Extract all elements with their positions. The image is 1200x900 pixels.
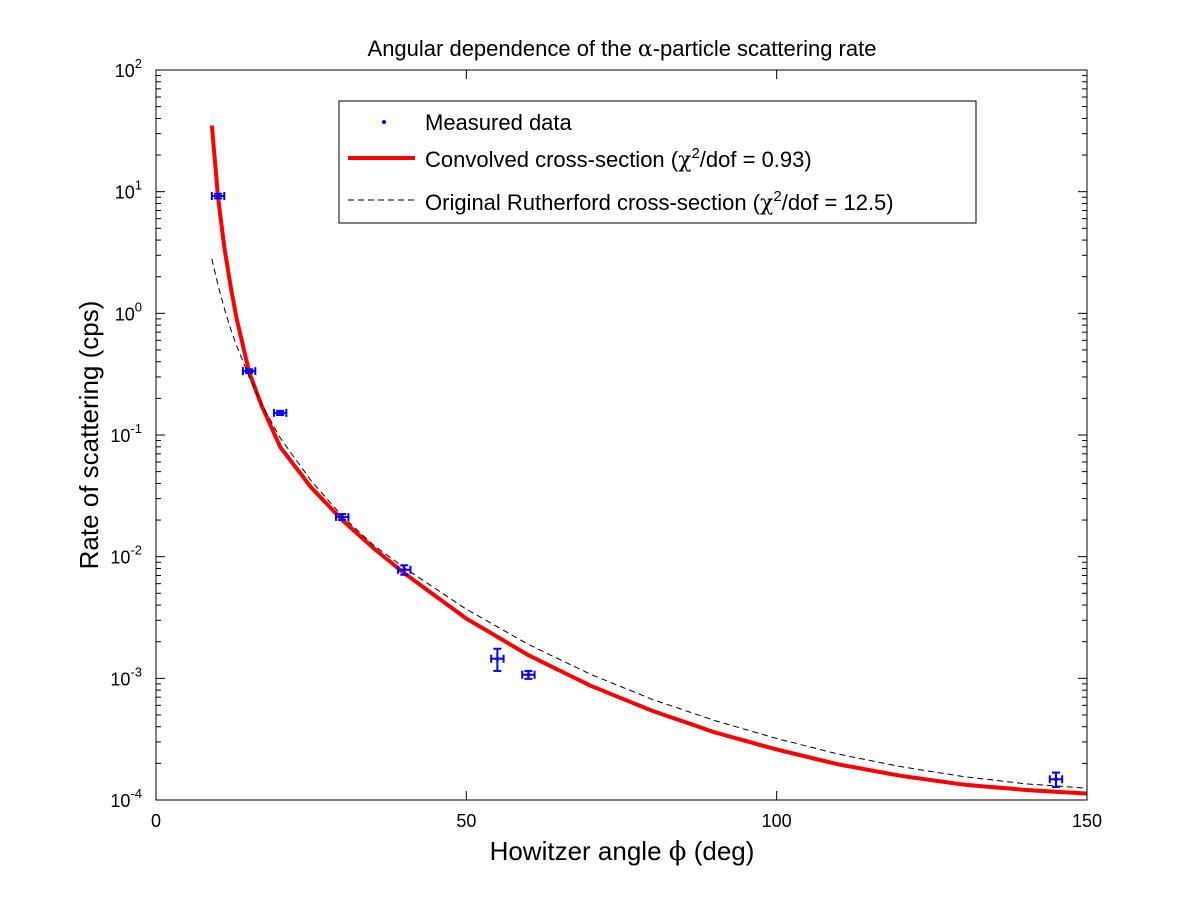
- legend-label-convolved: Convolved cross-section (χ2/dof = 0.93): [425, 145, 812, 173]
- y-axis-label: Rate of scattering (cps): [74, 301, 104, 570]
- legend-label-measured: Measured data: [425, 110, 573, 135]
- y-tick-label: 10-1: [110, 421, 142, 446]
- legend-box: [338, 100, 977, 224]
- data-point: [241, 367, 257, 376]
- chart-title: Angular dependence of the α-particle sca…: [368, 36, 877, 62]
- y-tick-label: 10-4: [110, 786, 142, 811]
- data-point: [490, 647, 505, 672]
- x-axis-label: Howitzer angle ϕ (deg): [490, 836, 755, 867]
- legend: Measured data Convolved cross-section (χ…: [338, 100, 977, 224]
- data-point: [397, 564, 412, 576]
- data-marker: [526, 672, 531, 677]
- x-tick-label: 100: [762, 811, 792, 831]
- x-tick-label: 0: [151, 811, 161, 831]
- y-tick-label: 10-3: [110, 664, 142, 689]
- legend-marker-measured: [382, 120, 386, 124]
- y-tick-label: 101: [115, 178, 142, 203]
- y-tick-label: 102: [115, 56, 142, 81]
- points-layer: [210, 192, 1064, 788]
- axes-layer: 0 50 100 150 10-4 10-3 10-2 10-1 100 101 102: [110, 56, 1102, 831]
- data-marker: [495, 656, 500, 661]
- data-point: [334, 512, 350, 522]
- data-point: [1048, 771, 1064, 788]
- x-tick-label: 150: [1072, 811, 1102, 831]
- data-point: [521, 669, 536, 680]
- data-marker: [278, 410, 283, 415]
- y-tick-label: 10-2: [110, 543, 142, 568]
- data-point: [210, 192, 226, 201]
- data-marker: [1053, 777, 1058, 782]
- data-point: [272, 408, 288, 417]
- legend-label-rutherford: Original Rutherford cross-section (χ2/do…: [425, 188, 894, 216]
- data-marker: [247, 369, 252, 374]
- x-tick-label: 50: [456, 811, 476, 831]
- data-marker: [216, 194, 221, 199]
- data-marker: [340, 514, 345, 519]
- data-marker: [402, 567, 407, 572]
- axes-box: [155, 69, 1088, 801]
- y-tick-label: 100: [115, 299, 142, 324]
